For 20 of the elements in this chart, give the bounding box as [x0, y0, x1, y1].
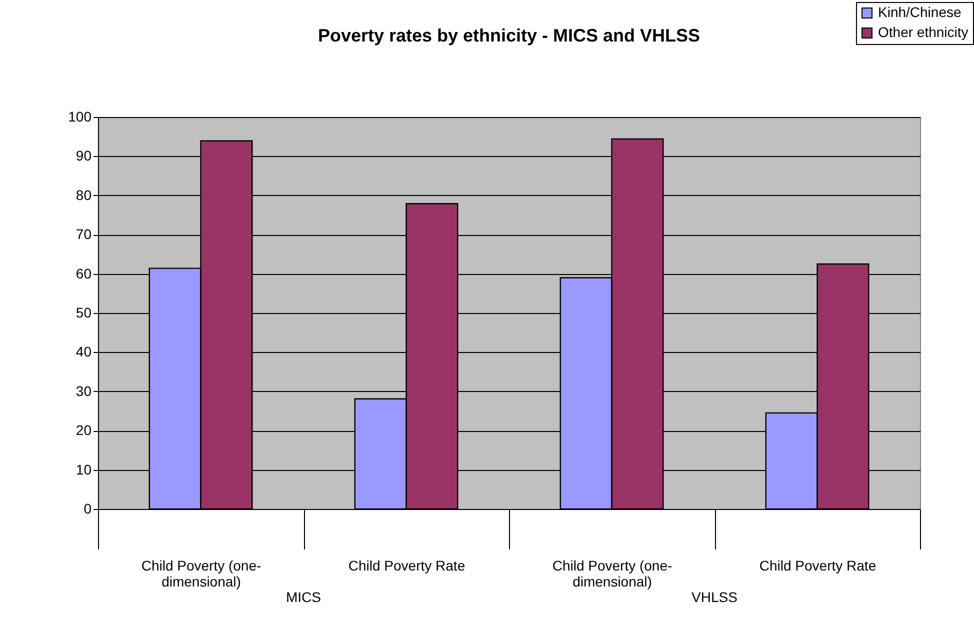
x-tick-label: Child Poverty Rate [759, 558, 876, 574]
x-tick-label: Child Poverty (one-dimensional) [552, 558, 672, 590]
y-tick-label: 80 [76, 186, 92, 203]
y-tick-label: 30 [76, 382, 92, 399]
y-tick-label: 50 [76, 304, 92, 320]
text: MICS [286, 589, 321, 605]
legend-label: Other ethnicity [878, 24, 968, 40]
y-tick-label: 100 [68, 108, 92, 124]
text: VHLSS [692, 589, 738, 605]
y-tick-label: 10 [76, 461, 92, 478]
legend-label: Kinh/Chinese [878, 4, 962, 20]
y-tick-label: 20 [76, 422, 92, 438]
y-tick-label: 70 [76, 226, 92, 242]
x-tick-label: Child Poverty Rate [348, 558, 466, 574]
y-tick-label: 60 [76, 265, 92, 282]
chart-title: Poverty rates by ethnicity - MICS and VHLSS [318, 26, 700, 46]
x-tick-label: Child Poverty (one-dimensional) [141, 558, 262, 590]
y-tick-label: 0 [84, 500, 92, 516]
y-tick-label: 90 [76, 148, 92, 164]
y-tick-label: 40 [76, 344, 92, 360]
